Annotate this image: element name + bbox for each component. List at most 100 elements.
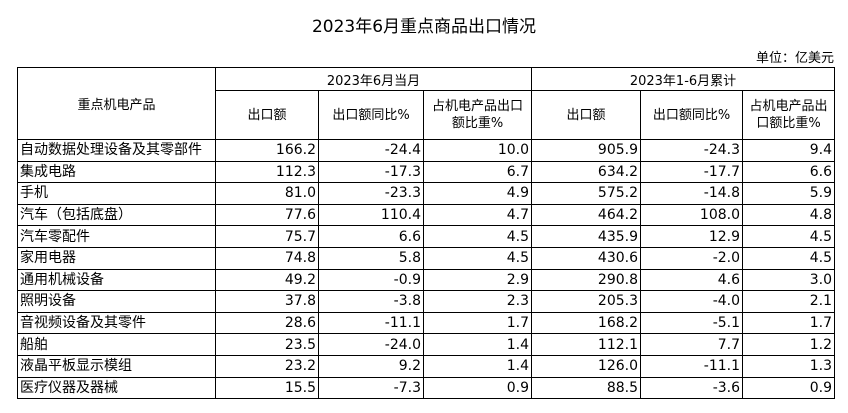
table-row: 液晶平板显示模组 23.2 9.2 1.4 126.0 -11.1 1.3	[17, 354, 836, 378]
group-header: 2023年1-6月累计	[531, 67, 836, 91]
cell-value: -2.0	[640, 246, 744, 270]
cell-value: 110.4	[318, 203, 424, 227]
column-header: 占机电产品出口额比重%	[742, 90, 836, 140]
cell-value: -0.9	[318, 268, 424, 292]
group-header: 2023年6月当月	[214, 67, 533, 91]
table-row: 音视频设备及其零件 28.6 -11.1 1.7 168.2 -5.1 1.7	[17, 311, 836, 335]
cell-value: 4.7	[422, 203, 533, 227]
cell-value: 1.4	[422, 333, 533, 356]
export-table: 重点机电产品 2023年6月当月 2023年1-6月累计 出口额 出口额同比% 占机…	[17, 67, 836, 400]
cell-value: 9.4	[742, 139, 836, 162]
cell-value: 9.2	[318, 354, 424, 378]
group-header-row: 重点机电产品 2023年6月当月 2023年1-6月累计	[17, 67, 836, 140]
cell-value: 23.2	[215, 354, 319, 378]
row-header: 重点机电产品	[17, 67, 216, 140]
cell-value: 75.7	[215, 225, 319, 248]
cell-value: 112.3	[215, 160, 319, 184]
product-name: 手机	[17, 182, 216, 205]
cell-value: 5.9	[742, 182, 836, 205]
product-name: 照明设备	[17, 290, 216, 313]
table-row: 家用电器 74.8 5.8 4.5 430.6 -2.0 4.5	[17, 246, 836, 270]
cell-value: 205.3	[531, 290, 642, 313]
cell-value: 1.7	[422, 311, 533, 335]
cell-value: 7.7	[640, 333, 744, 356]
column-header: 出口额	[215, 90, 319, 140]
cell-value: -3.6	[640, 376, 744, 400]
cell-value: 575.2	[531, 182, 642, 205]
cell-value: 0.9	[742, 376, 836, 400]
column-header: 出口额	[531, 90, 642, 140]
cell-value: -17.3	[318, 160, 424, 184]
product-name: 汽车零配件	[17, 225, 216, 248]
cell-value: 49.2	[215, 268, 319, 292]
table-row: 汽车零配件 75.7 6.6 4.5 435.9 12.9 4.5	[17, 225, 836, 248]
cell-value: 1.4	[422, 354, 533, 378]
product-name: 医疗仪器及器械	[17, 376, 216, 400]
cell-value: 2.3	[422, 290, 533, 313]
cell-value: 6.7	[422, 160, 533, 184]
cell-value: 290.8	[531, 268, 642, 292]
cell-value: 81.0	[215, 182, 319, 205]
column-header: 出口额同比%	[318, 90, 424, 140]
cell-value: 6.6	[742, 160, 836, 184]
cell-value: 74.8	[215, 246, 319, 270]
cell-value: 634.2	[531, 160, 642, 184]
cell-value: 3.0	[742, 268, 836, 292]
product-name: 自动数据处理设备及其零部件	[17, 139, 216, 162]
product-name: 液晶平板显示模组	[17, 354, 216, 378]
cell-value: 166.2	[215, 139, 319, 162]
cell-value: 0.9	[422, 376, 533, 400]
cell-value: 6.6	[318, 225, 424, 248]
cell-value: -24.3	[640, 139, 744, 162]
unit: 单位：亿美元	[755, 51, 834, 66]
table-row: 自动数据处理设备及其零部件 166.2 -24.4 10.0 905.9 -24.3 9.4	[17, 139, 836, 162]
cell-value: 2.1	[742, 290, 836, 313]
cell-value: 37.8	[215, 290, 319, 313]
cell-value: 28.6	[215, 311, 319, 335]
cell-value: 5.8	[318, 246, 424, 270]
cell-value: 1.7	[742, 311, 836, 335]
product-name: 家用电器	[17, 246, 216, 270]
cell-value: -11.1	[640, 354, 744, 378]
title: 2023年6月重点商品出口情况	[311, 17, 537, 37]
cell-value: -4.0	[640, 290, 744, 313]
cell-value: 168.2	[531, 311, 642, 335]
table-row: 船舶 23.5 -24.0 1.4 112.1 7.7 1.2	[17, 333, 836, 356]
cell-value: 435.9	[531, 225, 642, 248]
cell-value: 4.5	[742, 246, 836, 270]
cell-value: 4.5	[422, 246, 533, 270]
cell-value: 12.9	[640, 225, 744, 248]
table-row: 汽车（包括底盘） 77.6 110.4 4.7 464.2 108.0 4.8	[17, 203, 836, 227]
table-row: 手机 81.0 -23.3 4.9 575.2 -14.8 5.9	[17, 182, 836, 205]
table-row: 照明设备 37.8 -3.8 2.3 205.3 -4.0 2.1	[17, 290, 836, 313]
cell-value: 77.6	[215, 203, 319, 227]
cell-value: 905.9	[531, 139, 642, 162]
cell-value: -5.1	[640, 311, 744, 335]
cell-value: 4.9	[422, 182, 533, 205]
table-body: 自动数据处理设备及其零部件 166.2 -24.4 10.0 905.9 -24.3 9.4…	[17, 139, 836, 400]
column-header: 占机电产品出口额比重%	[422, 90, 533, 140]
product-name: 集成电路	[17, 160, 216, 184]
cell-value: -17.7	[640, 160, 744, 184]
table-row: 集成电路 112.3 -17.3 6.7 634.2 -17.7 6.6	[17, 160, 836, 184]
cell-value: 2.9	[422, 268, 533, 292]
product-name: 通用机械设备	[17, 268, 216, 292]
cell-value: 4.6	[640, 268, 744, 292]
cell-value: 430.6	[531, 246, 642, 270]
cell-value: -24.0	[318, 333, 424, 356]
column-header-row: 出口额 出口额同比% 占机电产品出口额比重% 出口额 出口额同比% 占机电产品出口额比重%	[18, 90, 836, 140]
cell-value: 4.8	[742, 203, 836, 227]
cell-value: -14.8	[640, 182, 744, 205]
cell-value: -11.1	[318, 311, 424, 335]
cell-value: 112.1	[531, 333, 642, 356]
table-row: 医疗仪器及器械 15.5 -7.3 0.9 88.5 -3.6 0.9	[17, 376, 836, 400]
cell-value: -7.3	[318, 376, 424, 400]
cell-value: 4.5	[422, 225, 533, 248]
cell-value: 15.5	[215, 376, 319, 400]
table-row: 通用机械设备 49.2 -0.9 2.9 290.8 4.6 3.0	[17, 268, 836, 292]
cell-value: -3.8	[318, 290, 424, 313]
product-name: 船舶	[17, 333, 216, 356]
cell-value: -23.3	[318, 182, 424, 205]
product-name: 汽车（包括底盘）	[17, 203, 216, 227]
